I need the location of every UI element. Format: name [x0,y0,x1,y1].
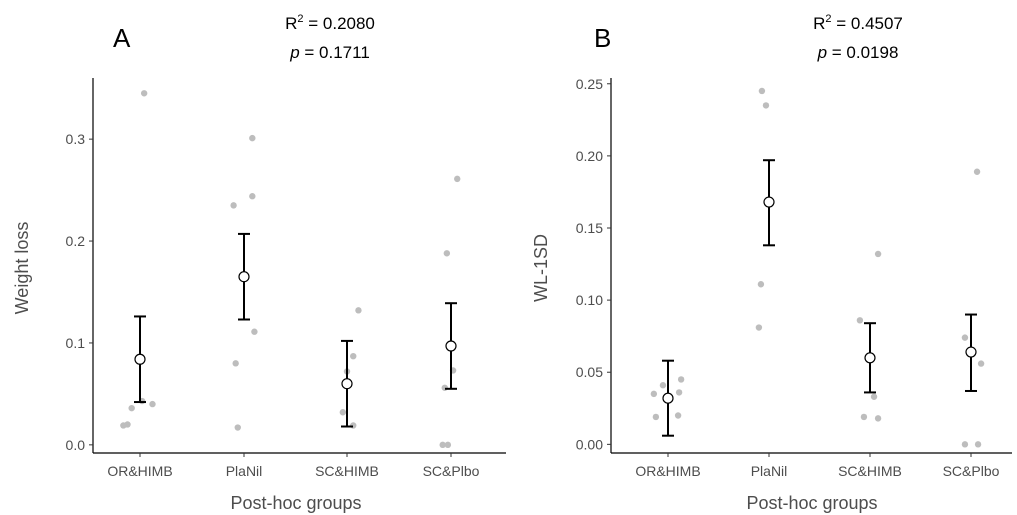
mean-marker [965,346,977,358]
data-point [650,390,658,398]
x-axis-title: Post-hoc groups [746,493,877,513]
data-point [674,412,682,419]
data-point [652,413,660,421]
r-squared-label: R2 = 0.2080 [285,13,375,33]
r-squared-label: R2 = 0.4507 [813,13,903,33]
mean-marker [238,271,250,283]
panel-letter: B [594,23,611,53]
data-point [758,87,766,95]
data-point [961,334,969,341]
data-point [973,168,981,175]
x-tick-label: SC&Plbo [423,463,480,479]
y-axis-title: Weight loss [12,222,32,315]
data-point [230,202,237,209]
y-tick-label: 0.0 [66,437,86,453]
p-value: = 0.1711 [300,43,370,62]
p-symbol: p [289,43,299,62]
x-axis-title: Post-hoc groups [230,493,361,513]
data-point [232,360,239,367]
mean-marker [134,353,146,365]
y-tick-label: 0.10 [576,292,603,308]
data-point [856,317,864,324]
data-point [757,281,765,288]
data-point [441,384,448,391]
data-point [444,441,452,449]
p-value: = 0.0198 [827,43,898,62]
data-point [870,393,878,400]
data-point [350,352,357,360]
data-point [140,90,148,97]
p-symbol: p [817,43,827,62]
data-point [659,382,667,389]
x-tick-label: SC&Plbo [943,463,1000,479]
panel-letter: A [113,23,131,53]
x-tick-label: OR&HIMB [635,463,700,479]
p-value-label: p = 0.1711 [289,43,370,62]
data-point [120,422,127,429]
data-point [234,424,241,431]
mean-marker [864,352,876,364]
data-point [439,441,446,449]
r-squared-superscript: 2 [297,13,303,25]
data-point [128,404,135,412]
data-point [977,360,985,367]
data-point [350,422,357,429]
y-tick-label: 0.1 [66,335,86,351]
data-point [961,441,969,448]
mean-marker [341,378,353,390]
x-tick-label: SC&HIMB [315,463,379,479]
y-tick-label: 0.25 [576,76,603,92]
y-tick-label: 0.00 [576,436,603,452]
x-tick-label: PlaNil [226,463,263,479]
y-tick-label: 0.2 [66,233,86,249]
data-point [874,250,882,258]
data-point [249,193,256,200]
data-point [454,175,461,183]
y-tick-label: 0.3 [66,131,86,147]
p-value-label: p = 0.0198 [817,43,899,62]
x-tick-label: SC&HIMB [838,463,902,479]
data-point [339,409,347,416]
data-point [677,376,685,383]
mean-marker [763,196,775,208]
data-point [860,413,868,421]
y-tick-label: 0.15 [576,220,603,236]
x-tick-label: OR&HIMB [107,463,172,479]
r-squared-symbol: R [813,14,825,33]
data-point [675,389,683,396]
r-squared-value: = 0.4507 [832,14,903,33]
data-point [974,441,982,448]
data-point [755,324,763,331]
data-point [443,250,451,257]
mean-marker [662,392,674,404]
data-point [874,415,882,422]
data-point [355,307,362,314]
y-tick-label: 0.05 [576,364,603,380]
x-tick-label: PlaNil [751,463,788,479]
data-point [251,328,258,335]
data-point [762,102,770,109]
panel-b: B R2 = 0.4507 p = 0.0198 0.00 0.05 0.10 0.15 0.… [531,13,1012,513]
y-tick-label: 0.20 [576,148,603,164]
r-squared-superscript: 2 [825,13,831,25]
r-squared-value: = 0.2080 [304,14,375,33]
data-point [149,400,156,408]
panel-a: A R2 = 0.2080 p = 0.1711 0.0 0.1 0.2 0.3 OR&HIM… [12,13,506,513]
mean-marker [445,340,457,352]
r-squared-symbol: R [285,14,297,33]
data-point [249,134,256,142]
y-axis-title: WL-1SD [531,234,551,302]
